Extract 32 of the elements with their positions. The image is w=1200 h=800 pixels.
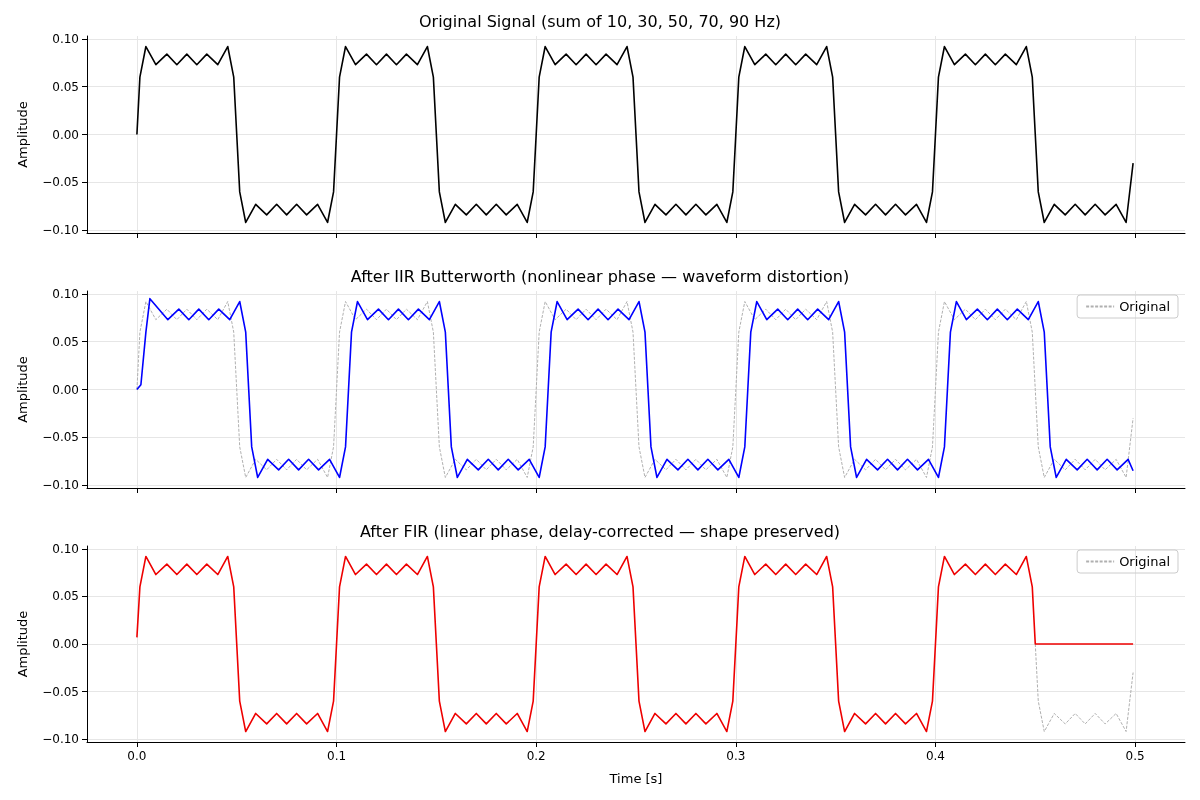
- y-tick-label: 0.10: [52, 31, 79, 46]
- y-axis-title: Amplitude: [15, 101, 30, 168]
- legend-label: Original: [1119, 299, 1170, 314]
- y-tick-label: 0.10: [52, 541, 79, 556]
- x-tick-label: 0.0: [127, 749, 147, 763]
- y-tick-label: −0.05: [42, 684, 79, 699]
- x-tick-label: 0.3: [726, 749, 746, 763]
- chart-title: Original Signal (sum of 10, 30, 50, 70, 90 Hz): [418, 11, 782, 31]
- y-tick-label: 0.00: [52, 127, 79, 142]
- y-tick-label: 0.05: [52, 589, 79, 604]
- x-tick-label: 0.5: [1125, 749, 1145, 763]
- y-tick-label: 0.05: [52, 79, 79, 94]
- chart-title: After IIR Butterworth (nonlinear phase — waveform distortion): [350, 266, 850, 286]
- y-tick-label: −0.05: [42, 430, 79, 445]
- x-tick-label: 0.4: [925, 749, 945, 763]
- y-tick-label: −0.10: [42, 732, 79, 747]
- x-tick-label: 0.1: [327, 749, 347, 763]
- y-axis-title: Amplitude: [15, 610, 30, 678]
- y-tick-label: 0.00: [52, 382, 79, 397]
- y-tick-label: 0.10: [52, 286, 79, 301]
- y-tick-label: −0.10: [42, 223, 79, 238]
- y-tick-label: −0.05: [42, 175, 79, 190]
- x-tick-label: 0.2: [526, 749, 546, 763]
- y-tick-label: 0.05: [52, 334, 79, 349]
- line-series: [136, 45, 1134, 224]
- line-series: [1034, 643, 1134, 733]
- y-tick-label: −0.10: [42, 478, 79, 493]
- x-axis-title: Time [s]: [608, 771, 663, 786]
- chart-title: After FIR (linear phase, delay-corrected — shape preserved): [359, 521, 841, 541]
- y-tick-label: 0.00: [52, 637, 79, 651]
- y-axis-title: Amplitude: [15, 356, 30, 423]
- legend-label: Original: [1119, 554, 1170, 569]
